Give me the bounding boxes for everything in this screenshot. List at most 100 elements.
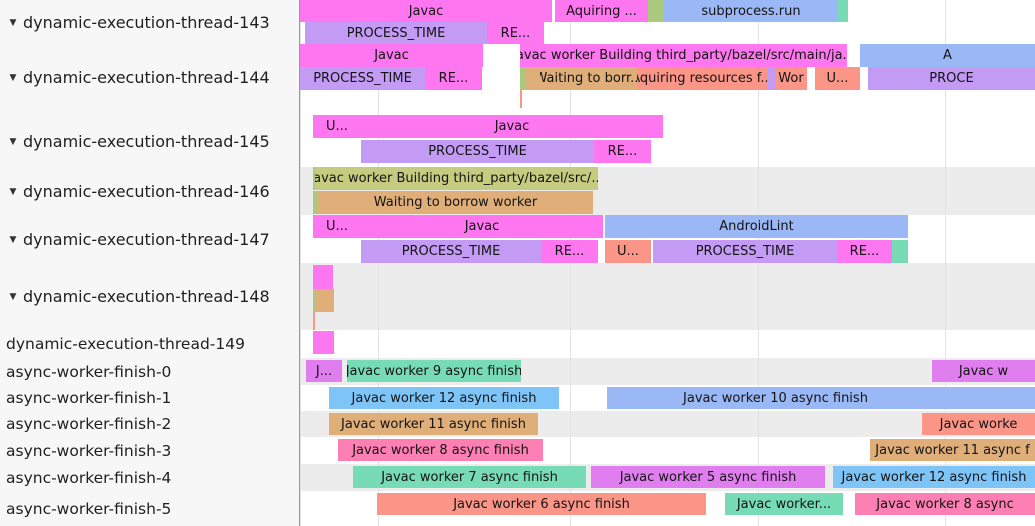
- slice-label: Javac worker 12 async finish: [351, 390, 537, 406]
- track-row-async-worker-finish-4[interactable]: async-worker-finish-4: [0, 464, 299, 491]
- timeline-slice[interactable]: Aquiring resources f...: [637, 67, 767, 90]
- timeline-slice[interactable]: PROCESS_TIME: [653, 240, 837, 263]
- timeline-slice[interactable]: [892, 240, 908, 263]
- slice-label: RE...: [849, 244, 880, 259]
- slice-label: Javac: [374, 48, 409, 63]
- timeline-slice[interactable]: [520, 67, 525, 90]
- slice-label: Javac worker 11 async finish: [341, 416, 526, 432]
- timeline-slice[interactable]: Javac: [300, 44, 483, 67]
- chevron-down-icon[interactable]: ▼: [9, 186, 17, 197]
- timeline-slice[interactable]: Javac worker 11 async finish: [329, 413, 538, 435]
- timeline-slice[interactable]: [313, 167, 315, 190]
- timeline-slice[interactable]: Javac worker 10 async finish: [607, 387, 944, 409]
- slice-label: Waiting to borr...: [540, 71, 637, 86]
- timeline-slice[interactable]: PROCESS_TIME: [361, 140, 594, 163]
- timeline-slice[interactable]: Javac worker 11 async f: [870, 439, 1035, 461]
- timeline-slice[interactable]: Javac worker 9 async finish: [347, 360, 521, 382]
- timeline-slice[interactable]: Waiting to borr...: [540, 67, 637, 90]
- timeline-slice[interactable]: [520, 90, 522, 108]
- timeline-slice[interactable]: Wor: [775, 67, 807, 90]
- timeline-slice[interactable]: Javac worker Building third_party/bazel/…: [520, 44, 847, 67]
- timeline-gridline: [945, 0, 946, 526]
- slice-label: Aquiring resources f...: [637, 71, 767, 86]
- timeline-slice[interactable]: Javac worker...: [725, 493, 843, 515]
- track-name-label: dynamic-execution-thread-149: [6, 335, 245, 353]
- timeline-slice[interactable]: Waiting to borrow worker: [318, 191, 593, 214]
- timeline-slice[interactable]: [313, 289, 316, 312]
- timeline-slice[interactable]: RE...: [837, 240, 892, 263]
- track-row-dynamic-execution-thread-143[interactable]: ▼ dynamic-execution-thread-143: [0, 0, 299, 44]
- timeline-slice[interactable]: Javac worker 8 async finish: [338, 439, 543, 461]
- track-row-dynamic-execution-thread-145[interactable]: ▼ dynamic-execution-thread-145: [0, 115, 299, 167]
- timeline-slice[interactable]: [648, 0, 664, 22]
- timeline-slice[interactable]: PROCE: [868, 67, 1035, 90]
- timeline-slice[interactable]: Javac: [361, 215, 603, 238]
- timeline-slice[interactable]: Javac worker Building third_party/bazel/…: [315, 167, 598, 190]
- slice-label: RE...: [438, 71, 469, 86]
- track-row-dynamic-execution-thread-146[interactable]: ▼ dynamic-execution-thread-146: [0, 167, 299, 215]
- timeline-slice[interactable]: [767, 67, 775, 90]
- timeline-slice[interactable]: PROCESS_TIME: [300, 67, 425, 90]
- timeline-slice[interactable]: Javac w: [932, 360, 1035, 382]
- timeline-slice[interactable]: J...: [306, 360, 342, 382]
- timeline-slice[interactable]: PROCESS_TIME: [305, 22, 487, 44]
- timeline-slice[interactable]: [525, 67, 540, 90]
- timeline-slice[interactable]: Javac worker 12 async finish: [833, 466, 1035, 488]
- timeline-slice[interactable]: Javac worker 6 async finish: [377, 493, 706, 515]
- track-row-dynamic-execution-thread-147[interactable]: ▼ dynamic-execution-thread-147: [0, 215, 299, 263]
- timeline-slice[interactable]: U...: [313, 215, 361, 238]
- slice-label: Javac worker 7 async finish: [381, 469, 558, 485]
- chevron-down-icon[interactable]: ▼: [9, 292, 17, 302]
- timeline-slice[interactable]: Javac: [300, 0, 552, 22]
- track-row-async-worker-finish-1[interactable]: async-worker-finish-1: [0, 385, 299, 411]
- track-row-async-worker-finish-3[interactable]: async-worker-finish-3: [0, 437, 299, 464]
- timeline-slice[interactable]: Javac worke: [922, 413, 1035, 435]
- track-name-label: async-worker-finish-0: [6, 362, 172, 381]
- slice-label: RE...: [554, 244, 585, 259]
- timeline-slice[interactable]: subprocess.run: [664, 0, 838, 22]
- timeline-slice[interactable]: U...: [815, 67, 860, 90]
- timeline-slice[interactable]: [313, 331, 334, 354]
- timeline-slice[interactable]: U...: [605, 240, 651, 263]
- timeline-slice[interactable]: AndroidLint: [605, 215, 908, 238]
- timeline-slice[interactable]: [313, 312, 315, 330]
- track-row-async-worker-finish-2[interactable]: async-worker-finish-2: [0, 411, 299, 437]
- timeline-slice[interactable]: [838, 0, 848, 22]
- slice-label: Javac worke: [939, 416, 1018, 432]
- slice-label: PROCESS_TIME: [313, 71, 412, 86]
- chevron-down-icon[interactable]: ▼: [9, 17, 17, 28]
- track-row-dynamic-execution-thread-144[interactable]: ▼ dynamic-execution-thread-144: [0, 44, 299, 110]
- timeline-gridline: [758, 0, 759, 526]
- track-name-label: async-worker-finish-4: [6, 468, 172, 487]
- chevron-down-icon[interactable]: ▼: [9, 234, 17, 245]
- chevron-down-icon[interactable]: ▼: [9, 136, 17, 147]
- timeline-slice[interactable]: RE...: [541, 240, 598, 263]
- timeline-slice[interactable]: A: [860, 44, 1035, 67]
- slice-label: AndroidLint: [719, 219, 794, 234]
- track-name-label: dynamic-execution-thread-146: [23, 181, 270, 201]
- timeline-canvas[interactable]: Javac Aquiring ... subprocess.run PROCESS_T…: [300, 0, 1035, 526]
- timeline-slice[interactable]: PROCESS_TIME: [361, 240, 541, 263]
- timeline-slice[interactable]: [313, 191, 318, 214]
- track-name-label: async-worker-finish-3: [6, 441, 172, 460]
- timeline-slice[interactable]: Javac worker 5 async finish: [591, 466, 825, 488]
- timeline-slice[interactable]: [944, 387, 1035, 409]
- timeline-slice[interactable]: RE...: [425, 67, 482, 90]
- track-row-dynamic-execution-thread-148[interactable]: ▼ dynamic-execution-thread-148: [0, 263, 299, 330]
- timeline-slice[interactable]: Javac worker 8 async: [855, 493, 1035, 515]
- slice-label: Javac worker 10 async finish: [683, 390, 868, 406]
- timeline-slice[interactable]: U...: [313, 115, 361, 138]
- timeline-slice[interactable]: RE...: [487, 22, 544, 44]
- track-name-label: dynamic-execution-thread-143: [23, 12, 270, 32]
- chevron-down-icon[interactable]: ▼: [9, 72, 17, 83]
- track-row-async-worker-finish-0[interactable]: async-worker-finish-0: [0, 358, 299, 385]
- timeline-slice[interactable]: [313, 265, 333, 289]
- timeline-slice[interactable]: [316, 289, 334, 312]
- timeline-slice[interactable]: Javac: [361, 115, 663, 138]
- timeline-slice[interactable]: Javac worker 12 async finish: [329, 387, 559, 409]
- timeline-slice[interactable]: RE...: [594, 140, 651, 163]
- timeline-slice[interactable]: Javac worker 7 async finish: [353, 466, 586, 488]
- track-row-dynamic-execution-thread-149[interactable]: dynamic-execution-thread-149: [0, 330, 299, 358]
- timeline-slice[interactable]: Aquiring ...: [555, 0, 648, 22]
- track-row-async-worker-finish-5[interactable]: async-worker-finish-5: [0, 491, 299, 526]
